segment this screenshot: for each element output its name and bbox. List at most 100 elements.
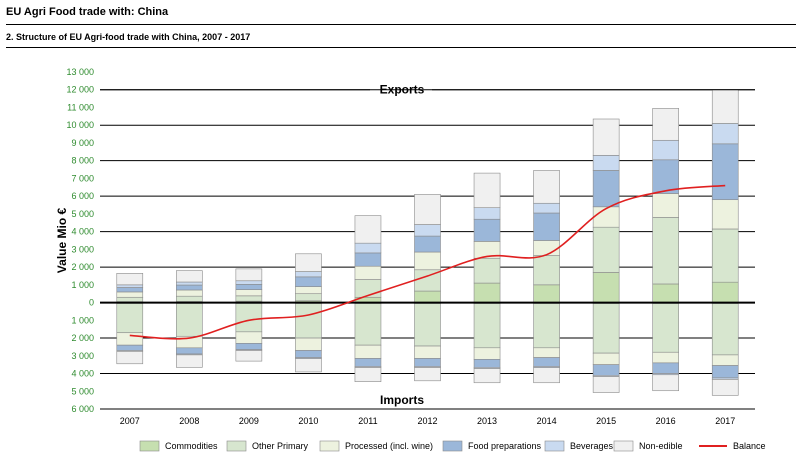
y-tick-label: 8 000 [71, 156, 94, 166]
export-bar-food-preparations-2011 [354, 252, 382, 267]
y-tick-label: 10 000 [66, 120, 94, 130]
export-bar-commodities-2014 [533, 284, 560, 303]
legend-swatch-beverages [544, 440, 565, 452]
export-bar-other-primary-2014 [533, 255, 560, 286]
x-tick-label: 2011 [358, 416, 377, 426]
import-bar-food-preparations-2015 [592, 364, 620, 376]
export-bar-food-preparations-2012 [414, 235, 441, 253]
import-bar-non-edible-2010 [295, 358, 322, 373]
export-bar-non-edible-2008 [176, 270, 203, 283]
imports-label: Imports [380, 393, 424, 407]
import-bar-food-preparations-2013 [473, 359, 501, 368]
import-bar-food-preparations-2017 [711, 365, 739, 379]
import-bar-food-preparations-2010 [295, 350, 322, 358]
import-bar-other-primary-2008 [176, 303, 203, 337]
y-tick-label: 7 000 [71, 173, 94, 183]
export-bar-beverages-2016 [652, 139, 679, 161]
export-bar-processed-incl-wine--2009 [235, 289, 263, 297]
import-bar-processed-incl-wine--2017 [711, 354, 739, 366]
export-bar-non-edible-2014 [533, 170, 560, 204]
export-bar-processed-incl-wine--2010 [295, 286, 322, 295]
export-bar-processed-incl-wine--2012 [414, 251, 441, 271]
x-tick-label: 2009 [239, 416, 259, 426]
import-bar-non-edible-2009 [235, 350, 263, 362]
legend-swatch-non-edible [613, 440, 634, 452]
import-bar-processed-incl-wine--2010 [295, 337, 322, 351]
x-tick-label: 2016 [656, 416, 676, 426]
export-bar-beverages-2009 [235, 280, 263, 285]
y-tick-label: 11 000 [67, 102, 94, 112]
export-bar-beverages-2014 [533, 202, 560, 214]
export-bar-processed-incl-wine--2007 [116, 291, 144, 298]
import-bar-other-primary-2007 [116, 303, 144, 334]
legend-label-commodities: Commodities [165, 441, 218, 451]
import-bar-processed-incl-wine--2011 [354, 344, 382, 359]
export-bar-non-edible-2015 [592, 118, 620, 156]
export-bar-food-preparations-2009 [235, 284, 263, 290]
export-bar-non-edible-2017 [711, 89, 739, 124]
import-bar-other-primary-2015 [592, 303, 620, 354]
export-bar-non-edible-2013 [473, 172, 501, 208]
import-bar-processed-incl-wine--2016 [652, 351, 679, 364]
x-tick-label: 2017 [715, 416, 735, 426]
import-bar-other-primary-2013 [473, 303, 501, 349]
export-bar-processed-incl-wine--2011 [354, 265, 382, 280]
y-tick-label: 6 000 [71, 191, 94, 201]
export-bar-beverages-2015 [592, 155, 620, 171]
import-bar-non-edible-2013 [473, 368, 501, 384]
export-bar-commodities-2016 [652, 283, 679, 303]
export-bar-food-preparations-2015 [592, 170, 620, 208]
export-bar-other-primary-2017 [711, 228, 739, 283]
x-tick-label: 2007 [120, 416, 140, 426]
export-bar-processed-incl-wine--2015 [592, 206, 620, 228]
export-bar-commodities-2015 [592, 272, 620, 303]
legend-label-food-preparations: Food preparations [468, 441, 542, 451]
export-bar-beverages-2012 [414, 224, 441, 237]
export-bar-other-primary-2016 [652, 217, 679, 285]
export-bar-food-preparations-2007 [116, 287, 144, 293]
y-tick-label: 3 000 [71, 244, 94, 254]
export-bar-processed-incl-wine--2017 [711, 199, 739, 230]
import-bar-non-edible-2016 [652, 374, 679, 392]
export-bar-beverages-2010 [295, 271, 322, 278]
import-bar-other-primary-2009 [235, 303, 263, 333]
export-bar-non-edible-2009 [235, 268, 263, 282]
export-bar-beverages-2007 [116, 284, 144, 288]
y-tick-label: 1 000 [71, 280, 94, 290]
import-bar-other-primary-2017 [711, 303, 739, 356]
y-tick-label: 5 000 [71, 386, 94, 396]
import-bar-other-primary-2016 [652, 303, 679, 353]
x-tick-label: 2014 [537, 416, 557, 426]
export-bar-non-edible-2012 [414, 194, 441, 225]
import-bar-non-edible-2017 [711, 379, 739, 396]
export-bar-other-primary-2009 [235, 295, 263, 302]
import-bar-non-edible-2007 [116, 351, 144, 365]
export-bar-food-preparations-2013 [473, 218, 501, 242]
y-tick-label: 12 000 [66, 85, 94, 95]
exports-label: Exports [380, 83, 425, 97]
export-bar-processed-incl-wine--2008 [176, 289, 203, 297]
export-bar-commodities-2017 [711, 281, 739, 303]
export-bar-food-preparations-2008 [176, 284, 203, 291]
import-bar-non-edible-2012 [414, 367, 441, 382]
y-tick-label: 4 000 [71, 227, 94, 237]
y-tick-label: 2 000 [71, 333, 94, 343]
subtitle-divider [6, 47, 796, 48]
import-bar-food-preparations-2014 [533, 357, 560, 367]
export-bar-beverages-2017 [711, 123, 739, 145]
export-bar-food-preparations-2014 [533, 212, 560, 241]
x-tick-label: 2015 [596, 416, 616, 426]
x-tick-label: 2012 [417, 416, 437, 426]
import-bar-non-edible-2015 [592, 376, 620, 393]
import-bar-non-edible-2014 [533, 367, 560, 384]
page-title: EU Agri Food trade with: China [6, 6, 169, 18]
chart-subtitle: 2. Structure of EU Agri-food trade with … [6, 32, 251, 42]
export-bar-beverages-2013 [473, 207, 501, 220]
export-bar-non-edible-2010 [295, 253, 322, 272]
export-bar-commodities-2013 [473, 282, 501, 303]
import-bar-processed-incl-wine--2009 [235, 331, 263, 344]
import-bar-processed-incl-wine--2014 [533, 347, 560, 358]
y-axis-title: Value Mio € [55, 207, 69, 273]
y-tick-label: 6 000 [71, 404, 94, 414]
export-bar-other-primary-2015 [592, 226, 620, 273]
